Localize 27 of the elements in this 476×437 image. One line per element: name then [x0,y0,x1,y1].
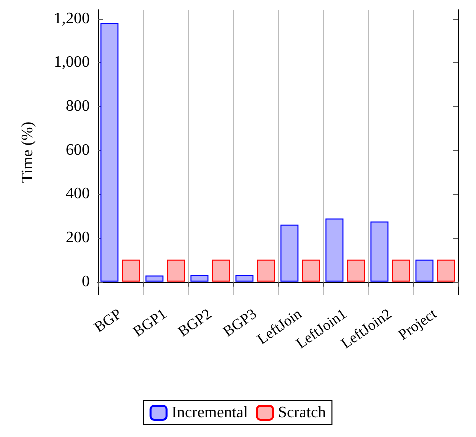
legend-label: Incremental [172,404,249,422]
bar [392,260,410,282]
y-axis-title: Time (%) [20,122,36,184]
bar [370,222,389,282]
y-tick-label: 600 [66,142,90,159]
bar [212,260,230,282]
bar [257,260,276,282]
y-tick-label: 1,000 [54,54,90,72]
bar [437,260,456,282]
bar [326,218,344,282]
bar [347,260,366,282]
bar [416,260,434,282]
y-tick-label: 200 [66,230,90,246]
y-tick-label: 800 [66,98,90,115]
bar [236,275,254,282]
y-tick-label: 0 [82,273,90,290]
bar [280,224,299,282]
x-tick-label: BGP [92,306,126,336]
bar [146,276,164,282]
bar [302,260,320,282]
y-tick-label: 1,200 [54,10,90,28]
legend-label: Scratch [278,404,326,422]
bar [100,23,119,282]
y-tick-label: 400 [66,186,90,203]
bar [122,260,140,282]
bar [190,275,209,282]
bar [167,260,186,282]
